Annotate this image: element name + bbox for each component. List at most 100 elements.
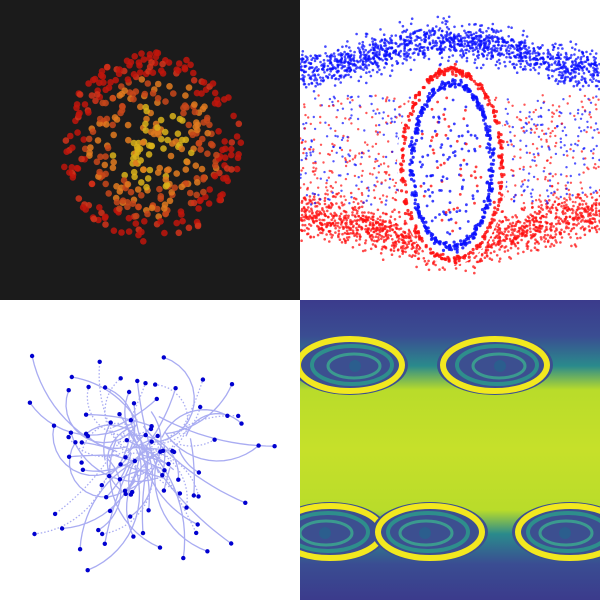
red-particle [560, 205, 563, 208]
mixed-particle [521, 183, 525, 186]
ring-particle [455, 245, 459, 249]
particle [162, 176, 170, 183]
blue-particle [413, 47, 416, 51]
mixed-particle [386, 122, 389, 125]
red-particle [335, 202, 338, 205]
ring-particle [433, 236, 438, 240]
mixed-particle [533, 123, 536, 126]
particle [132, 153, 140, 160]
mixed-particle [305, 152, 308, 155]
particle [137, 157, 144, 164]
mixed-particle [310, 140, 313, 143]
blue-particle [477, 42, 481, 46]
blue-particle [455, 60, 458, 63]
mixed-particle [365, 187, 369, 190]
particle [195, 205, 202, 212]
mixed-particle [506, 140, 509, 144]
blue-particle [558, 70, 561, 74]
mixed-particle [352, 200, 355, 204]
red-particle [432, 262, 435, 266]
blue-particle [407, 35, 410, 39]
red-particle [558, 231, 561, 234]
ring-particle [497, 121, 501, 125]
core-particle [458, 193, 462, 196]
ring-particle [478, 83, 482, 87]
particle [124, 181, 132, 188]
mixed-particle [509, 140, 513, 143]
blue-particle [368, 43, 372, 47]
red-particle [579, 236, 582, 240]
core-particle [473, 201, 476, 205]
mixed-particle [535, 164, 538, 167]
red-particle [402, 236, 406, 240]
blue-particle [363, 66, 367, 69]
mixed-particle [313, 127, 317, 131]
mixed-particle [336, 100, 340, 103]
blue-particle [515, 71, 519, 74]
mixed-particle [562, 98, 565, 101]
red-particle [501, 210, 504, 213]
red-particle [498, 227, 501, 230]
red-particle [405, 246, 408, 249]
red-particle [300, 216, 303, 220]
red-particle [371, 226, 375, 230]
ring-particle [494, 119, 498, 123]
blue-particle [439, 51, 442, 55]
ring-particle [440, 82, 444, 87]
ring-particle [409, 169, 413, 173]
particle [187, 61, 194, 69]
red-particle [567, 226, 570, 230]
mixed-particle [511, 158, 515, 161]
ring-particle [419, 113, 423, 118]
red-particle [589, 192, 593, 196]
red-particle [518, 220, 522, 224]
particle [66, 169, 73, 176]
mixed-particle [328, 198, 331, 201]
particle [181, 65, 189, 73]
particle [198, 90, 205, 97]
red-particle [325, 233, 328, 236]
mixed-particle [300, 158, 303, 162]
red-particle [331, 221, 335, 225]
red-particle [522, 229, 526, 233]
ring-particle [474, 227, 478, 231]
red-particle [355, 228, 359, 232]
red-particle [529, 213, 532, 216]
mixed-particle [538, 194, 542, 197]
red-particle [498, 257, 502, 261]
mixed-particle [391, 150, 394, 153]
red-particle [527, 219, 530, 223]
blue-particle [349, 58, 353, 61]
ring-particle [482, 118, 486, 122]
mixed-particle [532, 111, 535, 114]
red-particle [548, 199, 551, 202]
red-particle [384, 212, 387, 216]
mixed-particle [348, 118, 351, 121]
mixed-particle [531, 159, 534, 162]
blue-particle [472, 36, 476, 40]
blue-particle [413, 58, 416, 62]
blue-particle [479, 66, 483, 70]
mixed-particle [567, 188, 570, 192]
blue-particle [413, 39, 417, 42]
blue-particle [507, 44, 511, 47]
mixed-particle [530, 195, 533, 198]
mixed-particle [583, 94, 587, 98]
blue-particle [515, 63, 518, 66]
red-particle [402, 241, 406, 245]
ring-particle [493, 114, 497, 119]
red-particle [532, 234, 536, 238]
blue-particle [482, 42, 486, 45]
ring-particle [453, 257, 457, 261]
mixed-particle [302, 151, 305, 155]
red-particle [370, 238, 374, 242]
blue-particle [390, 39, 394, 42]
ring-particle [497, 181, 501, 185]
core-particle [464, 209, 468, 213]
ring-particle [478, 224, 482, 228]
blue-particle [301, 76, 305, 80]
blue-particle [403, 57, 406, 61]
particle [135, 203, 142, 211]
mixed-particle [335, 151, 338, 154]
red-particle [541, 208, 544, 211]
